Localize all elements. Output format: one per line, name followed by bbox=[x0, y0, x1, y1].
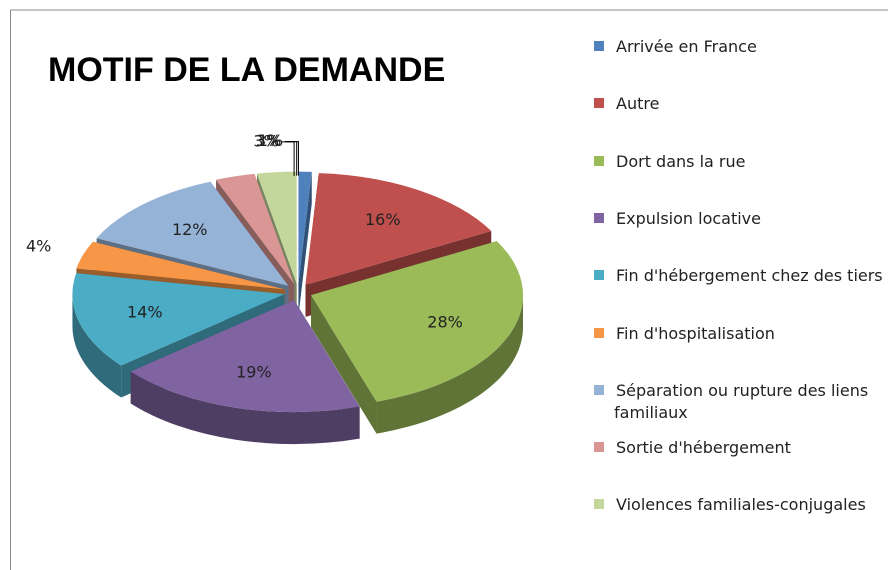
legend-item: Sortie d'hébergement bbox=[594, 437, 888, 459]
slice bbox=[130, 300, 360, 413]
slice-side bbox=[311, 295, 377, 434]
slice-wall bbox=[72, 294, 122, 398]
legend-label: Séparation ou rupture des liens familiau… bbox=[614, 380, 869, 422]
legend-item: Expulsion locative bbox=[594, 208, 888, 230]
slice bbox=[72, 273, 285, 366]
legend-swatch bbox=[594, 384, 604, 395]
slice-side bbox=[298, 171, 312, 316]
slice-wall bbox=[130, 371, 360, 445]
legend-item: Séparation ou rupture des liens familiau… bbox=[594, 380, 888, 424]
legend-item: Fin d'hébergement chez des tiers bbox=[594, 265, 888, 287]
slice-wall bbox=[376, 295, 524, 434]
slice bbox=[216, 173, 295, 284]
legend-label: Fin d'hospitalisation bbox=[616, 323, 775, 343]
data-label: 3% bbox=[256, 131, 281, 150]
legend-item: Dort dans la rue bbox=[594, 151, 888, 173]
legend-swatch bbox=[594, 442, 604, 453]
legend-item: Arrivée en France bbox=[594, 36, 888, 58]
legend-label: Autre bbox=[616, 94, 660, 114]
legend-label: Arrivée en France bbox=[616, 37, 757, 56]
legend-item: Violences familiales-conjugales bbox=[594, 494, 888, 516]
legend-item: Fin d'hospitalisation bbox=[594, 323, 888, 345]
data-label: 3% bbox=[253, 131, 278, 150]
data-label: 4% bbox=[26, 237, 51, 256]
leader-line bbox=[284, 141, 298, 176]
legend-label: Fin d'hébergement chez des tiers bbox=[616, 266, 883, 286]
data-label: 28% bbox=[427, 313, 463, 332]
chart-title: MOTIF DE LA DEMANDE bbox=[48, 51, 445, 89]
slice bbox=[76, 241, 285, 290]
legend-swatch bbox=[594, 212, 604, 223]
slice bbox=[298, 171, 312, 284]
legend-swatch bbox=[594, 327, 604, 338]
legend-swatch bbox=[594, 98, 604, 109]
slice bbox=[256, 171, 297, 284]
legend-label: Sortie d'hébergement bbox=[616, 438, 791, 458]
leader-line bbox=[282, 141, 295, 176]
legend-swatch bbox=[594, 155, 604, 166]
slice bbox=[305, 173, 492, 285]
slice bbox=[311, 241, 524, 402]
data-label: 19% bbox=[236, 363, 272, 382]
legend-swatch bbox=[594, 41, 604, 51]
data-label: 14% bbox=[127, 303, 163, 322]
data-label: 16% bbox=[365, 210, 401, 229]
legend-label: Expulsion locative bbox=[616, 208, 761, 228]
legend-swatch bbox=[594, 270, 604, 281]
data-label: 12% bbox=[172, 220, 208, 239]
legend-label: Dort dans la rue bbox=[616, 151, 746, 171]
legend-swatch bbox=[594, 499, 604, 510]
data-label: 1% bbox=[258, 131, 283, 150]
legend-label: Violences familiales-conjugales bbox=[616, 495, 866, 515]
slice bbox=[96, 181, 289, 286]
legend-item: Autre bbox=[594, 93, 888, 115]
